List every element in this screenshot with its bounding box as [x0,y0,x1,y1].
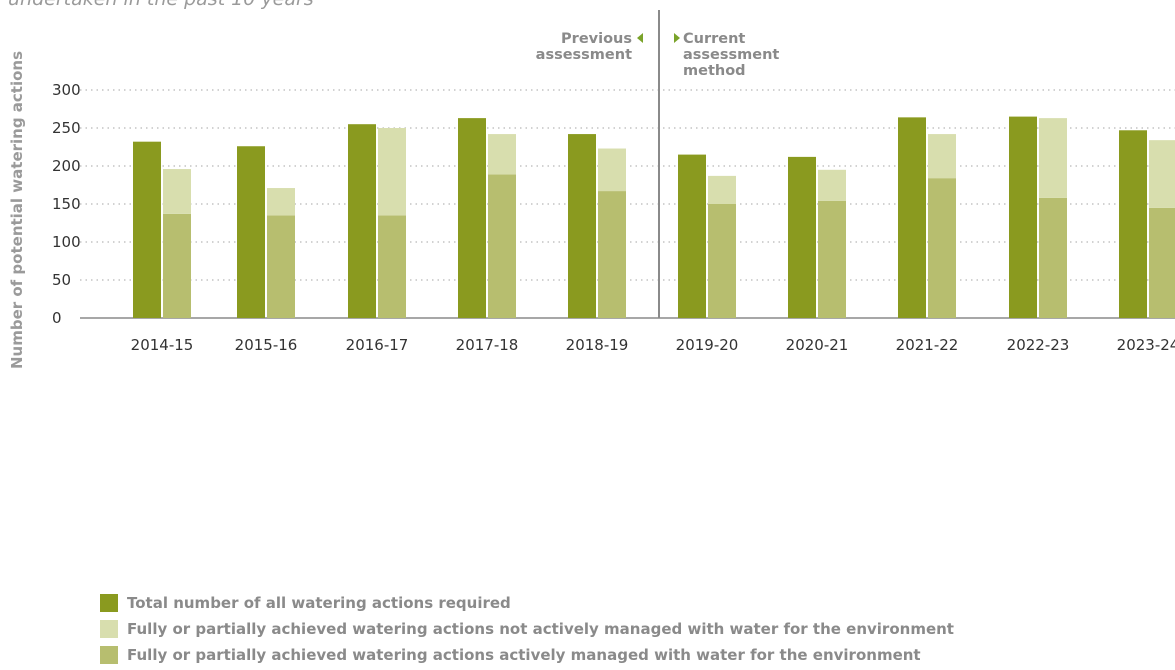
bar-total [1119,130,1147,318]
legend-swatch [100,620,118,638]
bar-not-managed [488,134,516,175]
annotation-current: assessment [683,47,779,63]
bar-not-managed [928,134,956,179]
bar-not-managed [708,175,736,204]
bar-total [237,146,265,318]
bar-not-managed [378,128,406,216]
legend-item: Fully or partially achieved watering act… [100,642,954,668]
bar-not-managed [1039,118,1067,198]
x-tick-label: 2020-21 [786,336,849,354]
bar-total [788,156,816,318]
annotation-current: Current [683,31,745,47]
legend-swatch [100,594,118,612]
x-tick-label: 2023-24 [1117,336,1175,354]
x-tick-label: 2019-20 [676,336,739,354]
bar-total [458,118,486,319]
bars [133,116,1175,319]
y-tick-label: 250 [52,119,81,137]
legend-swatch [100,646,118,664]
chart-subtitle: undertaken in the past 10 years [8,0,314,10]
bar-managed [488,174,516,318]
bar-total [568,134,596,318]
x-tick-label: 2017-18 [456,336,519,354]
bar-managed [1149,207,1175,318]
arrow-right-icon [674,33,680,43]
y-axis-label: Number of potential watering actions [8,51,26,369]
bar-total [898,117,926,318]
legend-label: Total number of all watering actions req… [127,594,511,612]
legend-item: Fully or partially achieved watering act… [100,616,954,642]
x-tick-label: 2022-23 [1007,336,1070,354]
bar-managed [598,191,626,318]
annotation-current: method [683,63,746,79]
x-tick-label: 2015-16 [235,336,298,354]
x-tick-label: 2018-19 [566,336,629,354]
assessment-annotations: PreviousassessmentCurrentassessmentmetho… [536,31,780,79]
bar-managed [267,215,295,318]
bar-not-managed [818,169,846,201]
bar-managed [928,178,956,318]
y-tick-label: 100 [52,233,81,251]
x-tick-label: 2016-17 [346,336,409,354]
bar-managed [163,213,191,318]
y-tick-label: 50 [52,271,71,289]
bar-not-managed [598,148,626,192]
legend: Total number of all watering actions req… [100,590,954,668]
x-tick-label: 2014-15 [131,336,194,354]
y-tick-label: 300 [52,81,81,99]
y-tick-label: 200 [52,157,81,175]
bar-managed [818,200,846,318]
bar-total [1009,116,1037,318]
annotation-previous: assessment [536,47,632,63]
y-tick-label: 0 [52,309,62,327]
x-tick-label: 2021-22 [896,336,959,354]
legend-label: Fully or partially achieved watering act… [127,620,954,638]
bar-not-managed [1149,140,1175,208]
y-tick-labels: 0 50 100 150 200 250 300 [52,81,81,327]
arrow-left-icon [637,33,643,43]
x-tick-labels: 2014-15 2015-16 2016-17 2017-18 2018-19 2019-… [131,336,1175,354]
legend-label: Fully or partially achieved watering act… [127,646,921,664]
bar-managed [1039,197,1067,318]
bar-managed [708,204,736,318]
bar-total [133,141,161,318]
bar-managed [378,215,406,318]
bar-total [678,154,706,318]
legend-item: Total number of all watering actions req… [100,590,954,616]
bar-chart: 0 50 100 150 200 250 300 2014-15 2015-16 2016-17… [8,10,1175,369]
bar-total [348,124,376,318]
bar-not-managed [163,169,191,214]
bar-not-managed [267,188,295,216]
annotation-previous: Previous [561,31,632,47]
y-tick-label: 150 [52,195,81,213]
